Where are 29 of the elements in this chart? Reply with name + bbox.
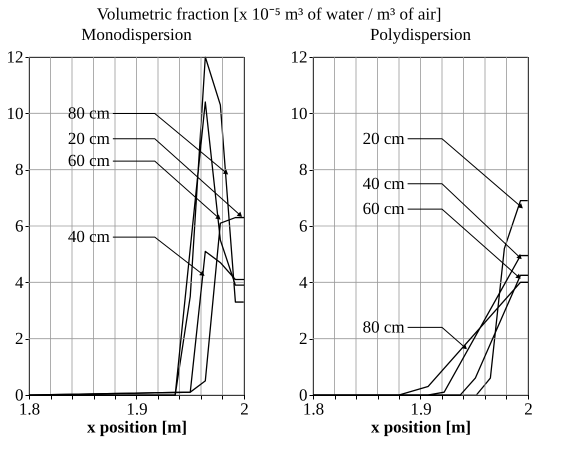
y-tick-label: 4 [299, 272, 308, 292]
y-tick-label: 10 [6, 104, 24, 123]
annotation: 60 cm [68, 151, 110, 170]
x-tick-label: 2 [240, 400, 249, 418]
x-axis-title: x position [m] [86, 418, 188, 436]
x-tick-label: 1.9 [126, 400, 148, 418]
x-axis-title: x position [m] [370, 418, 472, 436]
annotation: 20 cm [68, 128, 110, 148]
y-tick-label: 2 [299, 329, 308, 348]
annotation: 60 cm [362, 199, 405, 218]
x-tick-label: 1.9 [410, 400, 432, 418]
annotation: 20 cm [362, 128, 405, 148]
y-tick-label: 12 [290, 48, 308, 66]
annotation: 40 cm [68, 227, 110, 246]
y-axis-title: Volumetric fraction [x 10⁻⁵ m³ of water / m³ of air] [96, 4, 442, 24]
y-tick-label: 8 [299, 160, 308, 180]
y-tick-label: 4 [15, 272, 24, 292]
annotation: 80 cm [68, 103, 110, 122]
y-tick-label: 6 [299, 216, 308, 236]
x-tick-label: 2 [524, 400, 533, 418]
y-tick-label: 6 [15, 216, 24, 236]
chart-title: Monodispersion [81, 25, 192, 44]
annotation: 80 cm [362, 317, 405, 336]
y-tick-label: 10 [290, 104, 308, 123]
y-tick-label: 12 [6, 48, 24, 66]
chart-title: Polydispersion [370, 25, 472, 44]
annotation: 40 cm [362, 174, 405, 193]
y-tick-label: 8 [15, 160, 24, 180]
y-tick-label: 2 [15, 329, 24, 348]
